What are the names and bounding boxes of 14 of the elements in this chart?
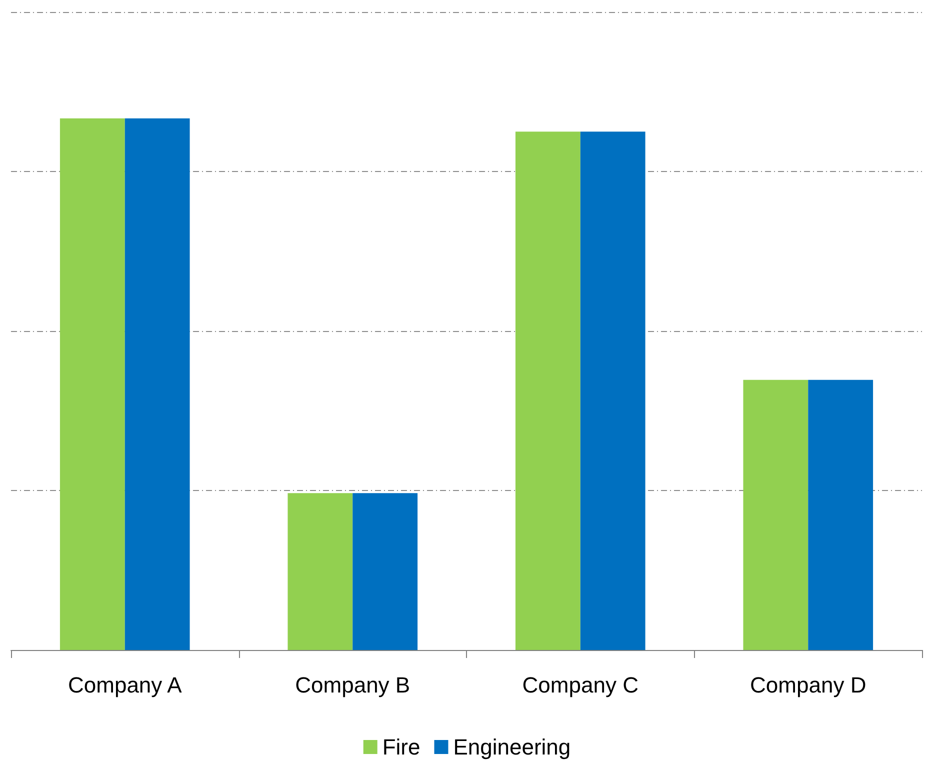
legend-label: Engineering xyxy=(453,734,571,760)
x-tick-label: Company A xyxy=(68,672,182,698)
bar xyxy=(288,493,353,650)
bar xyxy=(808,380,874,650)
x-tick-label: Company B xyxy=(295,672,410,698)
bar xyxy=(352,493,418,650)
bar xyxy=(124,118,190,650)
bar xyxy=(60,118,125,650)
bar xyxy=(515,132,580,650)
x-tick-label: Company D xyxy=(750,672,866,698)
bar xyxy=(743,380,808,650)
x-tick-label: Company C xyxy=(522,672,639,698)
bar xyxy=(580,132,646,650)
legend-label: Fire xyxy=(382,734,420,760)
